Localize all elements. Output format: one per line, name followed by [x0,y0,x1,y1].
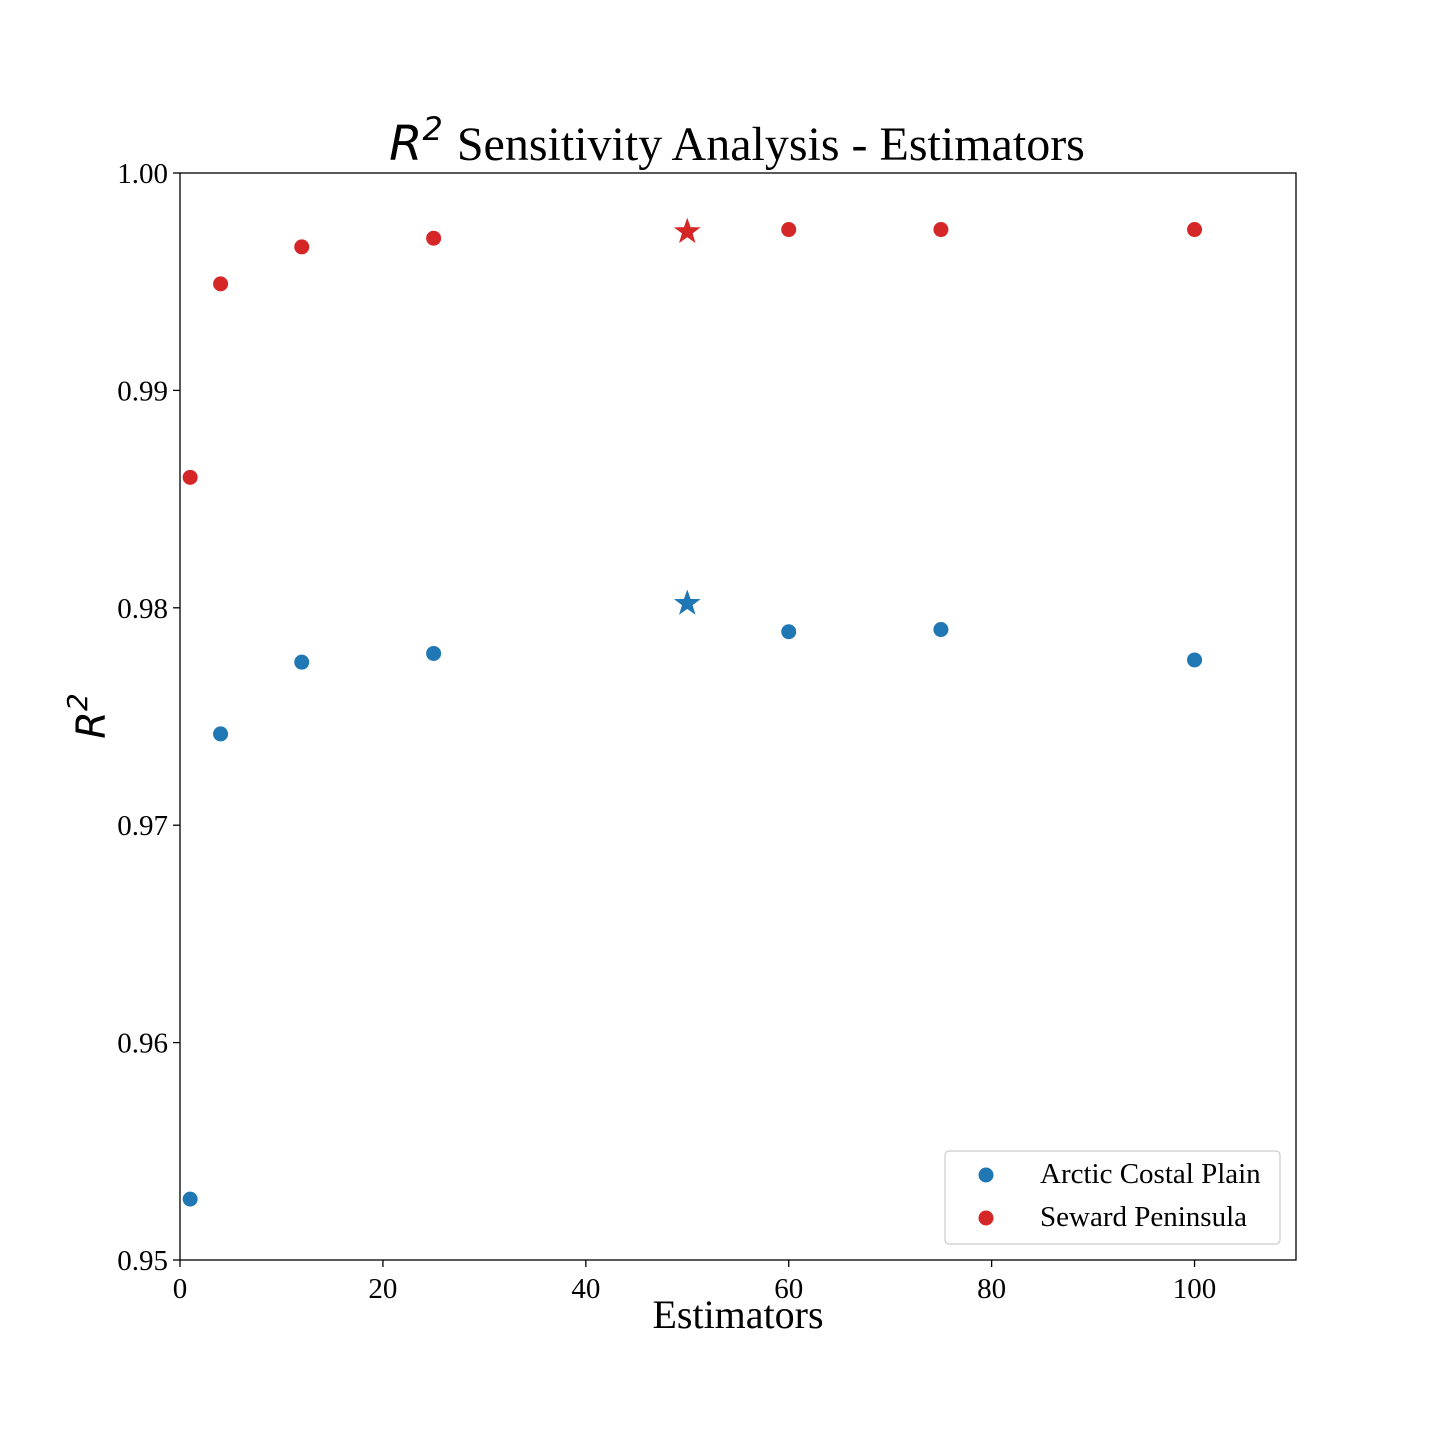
point-arctic [213,726,229,742]
x-tick-label: 80 [977,1273,1006,1305]
data-points [182,217,1203,1207]
x-tick-label: 40 [571,1273,600,1305]
y-tick-label: 0.99 [117,375,168,407]
chart-title-text: Sensitivity Analysis - Estimators [457,118,1085,171]
point-seward [213,276,229,292]
point-arctic [294,654,310,670]
chart-title-math: R [389,116,422,172]
chart-title-superscript: 2 [422,110,442,148]
y-tick-label: 0.98 [117,593,168,625]
legend-label-arctic: Arctic Costal Plain [1040,1158,1261,1190]
point-arctic [426,645,442,661]
point-seward [294,239,310,255]
point-arctic [182,1191,198,1207]
best-point-arctic-star [673,589,701,615]
chart-title: R2 Sensitivity Analysis - Estimators [389,110,1085,172]
x-tick-label: 20 [368,1273,397,1305]
legend-box [944,1150,1281,1245]
point-seward [933,222,949,238]
y-axis-label-superscript: 2 [61,693,94,711]
y-tick-label: 0.96 [117,1028,168,1060]
point-seward [781,222,797,238]
y-tick-label: 0.97 [117,810,168,842]
plot-frame [179,172,1297,1261]
svg-text:R2: R2 [61,693,115,739]
y-tick-label: 1.00 [117,158,168,190]
point-seward [426,230,442,246]
legend-label-seward: Seward Peninsula [1040,1201,1247,1233]
best-point-seward-star [673,217,701,244]
x-axis-label: Estimators [652,1292,823,1337]
point-arctic [1187,652,1203,668]
x-tick-label: 60 [774,1273,803,1305]
legend: Arctic Costal Plain Seward Peninsula [944,1150,1281,1245]
y-tick-label: 0.95 [117,1245,168,1277]
x-tick-label: 0 [173,1273,188,1305]
x-axis: 0 20 40 60 80 100 [173,1260,1217,1305]
legend-marker-seward [978,1210,994,1226]
y-axis: 0.95 0.96 0.97 0.98 0.99 1.00 [117,158,180,1277]
x-tick-label: 100 [1173,1273,1217,1305]
legend-marker-arctic [978,1167,994,1183]
point-seward [1187,222,1203,238]
point-seward [182,469,198,485]
y-axis-label-math: R [69,711,115,739]
point-arctic [933,622,949,638]
point-arctic [781,624,797,640]
y-axis-label: R2 [61,693,115,739]
